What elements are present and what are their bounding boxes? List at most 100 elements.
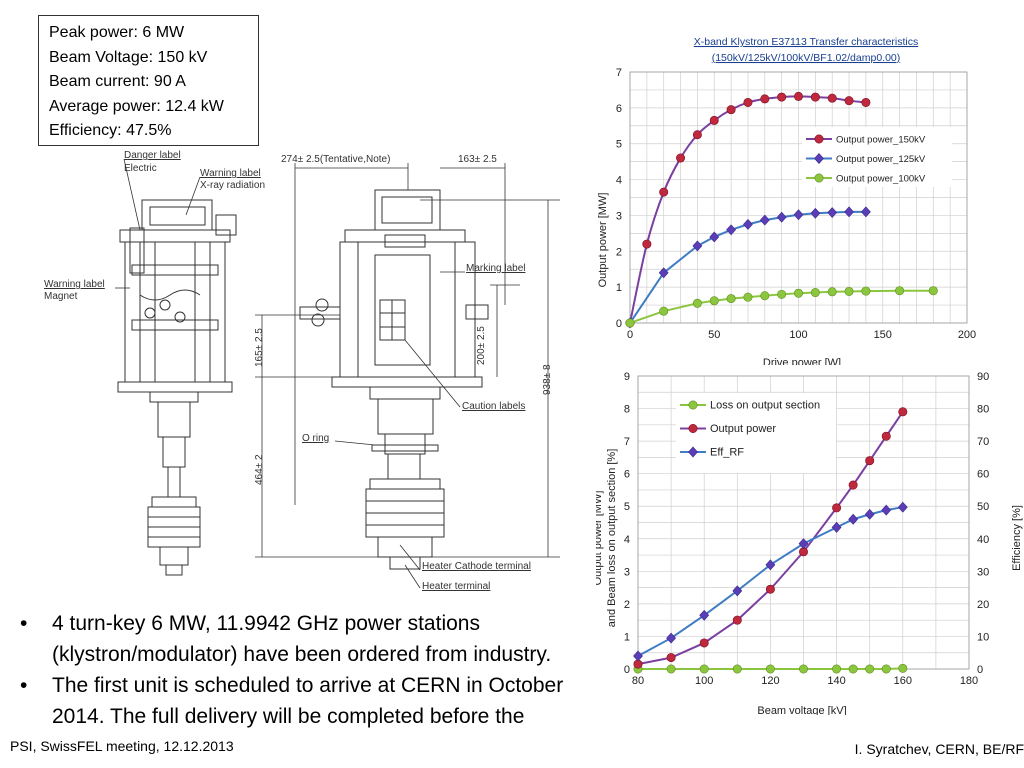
data-point: [814, 153, 824, 164]
data-point: [860, 206, 871, 218]
data-point: [928, 286, 938, 296]
warning-xray-label: Warning label: [200, 168, 261, 179]
data-point: [709, 115, 719, 125]
y-tick-label: 9: [624, 371, 630, 383]
data-point: [810, 92, 820, 102]
specs-box: Peak power: 6 MW Beam Voltage: 150 kV Be…: [38, 15, 259, 146]
spec-peak-power: Peak power: 6 MW: [49, 24, 185, 41]
x-tick-label: 120: [761, 675, 779, 687]
data-point: [776, 211, 787, 223]
danger-label: Danger label: [124, 150, 181, 161]
data-point: [743, 218, 753, 230]
data-point: [799, 664, 809, 674]
x-tick-label: 150: [874, 329, 892, 341]
klystron-drawing: Danger label Electric Warning label X-ra…: [44, 150, 560, 592]
data-point: [798, 538, 809, 550]
data-point: [692, 298, 702, 308]
data-point: [865, 664, 875, 674]
data-point: [709, 296, 719, 306]
data-point: [832, 503, 842, 513]
data-point: [793, 209, 804, 221]
legend-label: Eff_RF: [710, 447, 744, 459]
x-tick-label: 140: [827, 675, 845, 687]
data-point: [765, 664, 775, 674]
y-tick-label: 6: [616, 103, 622, 115]
data-point: [699, 638, 709, 648]
heater-cathode-label: Heater Cathode terminal: [422, 561, 531, 572]
data-point: [676, 153, 686, 163]
spec-efficiency: Efficiency: 47.5%: [49, 122, 172, 139]
data-point: [625, 318, 635, 328]
data-point: [759, 214, 770, 226]
data-point: [659, 187, 669, 197]
y-tick-label: 3: [616, 210, 622, 222]
bottom-x-axis-label: Beam voltage [kV]: [757, 705, 846, 715]
y-tick-label: 0: [624, 664, 630, 676]
y-tick-label: 3: [624, 566, 630, 578]
data-point: [688, 423, 698, 433]
bottom-y-axis-label: Output power [MW]: [596, 491, 604, 586]
y-tick-label: 1: [624, 631, 630, 643]
data-point: [848, 513, 859, 525]
xray-radiation-label: X-ray radiation: [200, 180, 265, 191]
x-tick-label: 200: [958, 329, 976, 341]
dim-165-label: 165± 2.5: [254, 328, 265, 367]
data-point: [699, 609, 710, 621]
data-point: [659, 306, 669, 316]
y-tick-label: 7: [624, 436, 630, 448]
bottom-y-axis-label-2: and Beam loss on output section [%]: [606, 449, 618, 628]
data-point: [895, 286, 905, 296]
data-point: [832, 664, 842, 674]
dim-464-label: 464± 2: [254, 454, 265, 485]
y-tick-label: 5: [624, 501, 630, 513]
data-point: [827, 207, 838, 219]
transfer-characteristics-chart: X-band Klystron E37113 Transfer characte…: [597, 36, 976, 365]
bullet-list: 4 turn-key 6 MW, 11.9942 GHz power stati…: [18, 608, 578, 732]
dimension-lines: [255, 163, 560, 558]
data-point: [898, 663, 908, 673]
bottom-y2-axis-label: Efficiency [%]: [1011, 505, 1023, 571]
magnet-label: Magnet: [44, 291, 78, 302]
y-tick-label: 6: [624, 469, 630, 481]
data-point: [732, 664, 742, 674]
bullet-item: 4 turn-key 6 MW, 11.9942 GHz power stati…: [18, 608, 578, 670]
data-point: [777, 289, 787, 299]
y2-tick-label: 50: [977, 501, 989, 513]
data-point: [699, 664, 709, 674]
beam-voltage-chart: Beam voltage [kV] Output power [MW] and …: [596, 371, 1023, 715]
y2-tick-label: 80: [977, 404, 989, 416]
data-point: [743, 292, 753, 302]
data-point: [814, 173, 824, 183]
data-point: [726, 105, 736, 115]
data-point: [827, 287, 837, 297]
data-point: [814, 134, 824, 144]
spec-beam-voltage: Beam Voltage: 150 kV: [49, 48, 208, 66]
x-tick-label: 100: [695, 675, 713, 687]
drawing-text: Danger label Electric Warning label X-ra…: [44, 150, 553, 592]
data-point: [881, 504, 892, 516]
data-point: [765, 559, 776, 571]
data-point: [861, 286, 871, 296]
data-point: [848, 480, 858, 490]
legend-label: Output power_125kV: [836, 154, 926, 165]
dim-top-left-label: 274± 2.5(Tentative,Note): [281, 154, 390, 165]
x-tick-label: 160: [894, 675, 912, 687]
legend-label: Output power_150kV: [836, 135, 926, 146]
electric-label: Electric: [124, 163, 157, 174]
data-point: [709, 231, 720, 243]
marking-label: Marking label: [466, 263, 525, 274]
y-tick-label: 7: [616, 67, 622, 79]
data-point: [765, 584, 775, 594]
y-tick-label: 5: [616, 139, 622, 151]
data-point: [844, 206, 854, 218]
y2-tick-label: 60: [977, 469, 989, 481]
data-point: [726, 224, 737, 236]
y-tick-label: 4: [624, 534, 630, 546]
heater-terminal-label: Heater terminal: [422, 581, 490, 592]
data-point: [864, 508, 875, 520]
y-tick-label: 8: [624, 404, 630, 416]
data-point: [692, 130, 702, 140]
plot-frame: [629, 71, 968, 324]
data-point: [881, 664, 891, 674]
data-point: [794, 91, 804, 101]
